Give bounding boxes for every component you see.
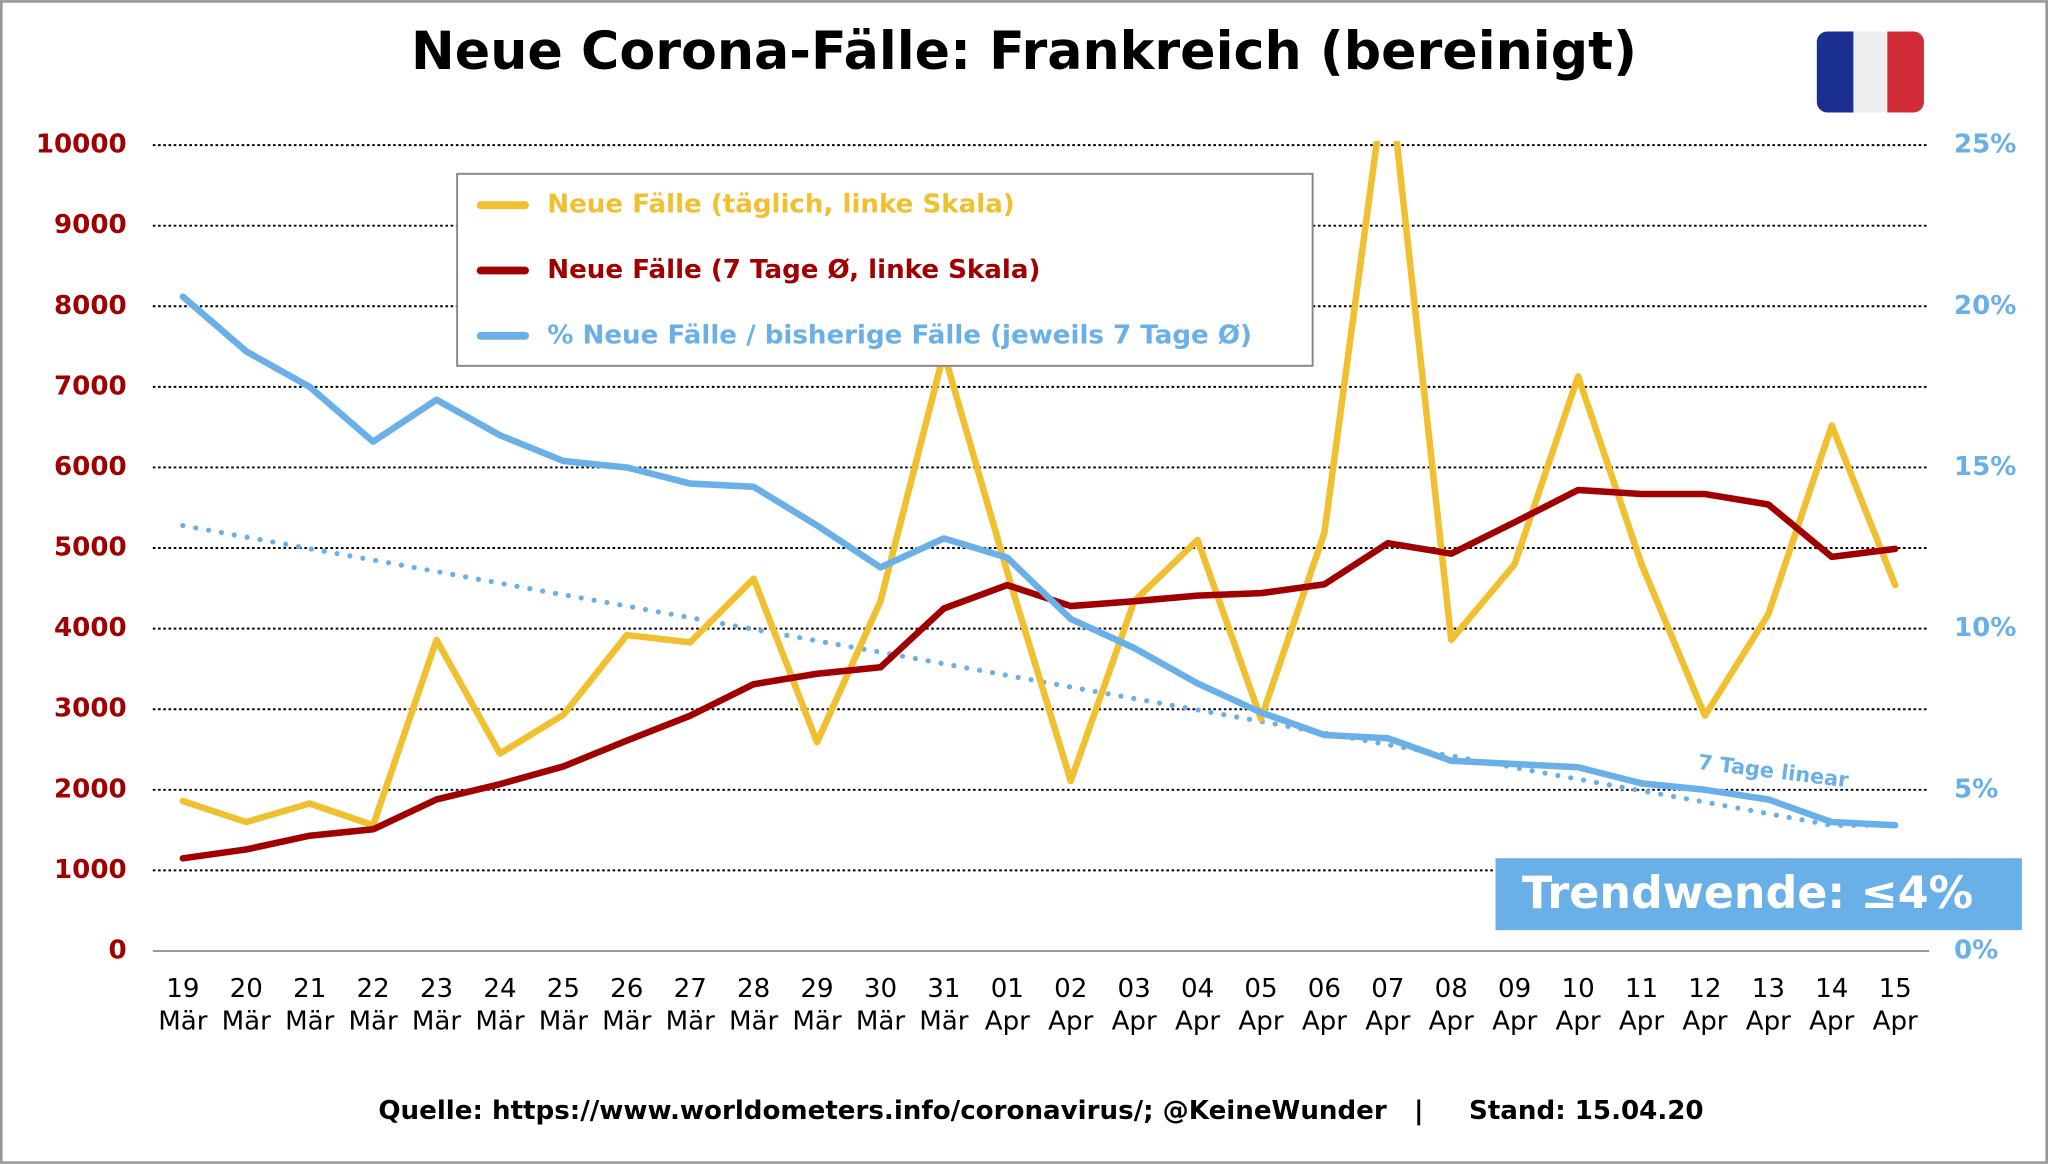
y-tick-label: 0 [109,935,127,965]
x-tick-label: 31 Mär [919,973,969,1036]
x-tick-label: 25 Mär [539,973,589,1036]
x-tick-label: 03 Apr [1112,973,1157,1036]
x-tick-label: 13 Apr [1746,973,1791,1036]
series-line [179,141,1899,829]
flag [1816,31,1924,113]
y-tick-label: 5000 [54,533,127,563]
y-tick-label: 10000 [36,130,127,160]
x-tick-label: 06 Apr [1302,973,1347,1036]
series-line [179,486,1899,862]
x-tick-label: 10 Apr [1556,973,1601,1036]
y-tick-label: 4000 [54,613,127,643]
x-tick-label: 02 Apr [1048,973,1093,1036]
y2-tick-label: 20% [1954,291,2017,321]
x-tick-label: 29 Mär [792,973,842,1036]
x-tick-label: 09 Apr [1492,973,1537,1036]
x-tick-label: 23 Mär [412,973,462,1036]
x-tick-label: 08 Apr [1429,973,1474,1036]
legend-box [456,172,1314,367]
y2-tick-label: 15% [1954,452,2017,482]
x-tick-label: 27 Mär [666,973,716,1036]
y-tick-label: 9000 [54,210,127,240]
plot-area [179,141,1899,862]
y2-tick-label: 25% [1954,130,2017,160]
series-line [180,522,1898,828]
x-tick-label: 05 Apr [1238,973,1283,1036]
legend-label: Neue Fälle (täglich, linke Skala) [547,190,1015,220]
x-tick-label: 14 Apr [1809,973,1854,1036]
y-tick-label: 6000 [54,452,127,482]
y2-tick-label: 5% [1954,774,1998,804]
series-line [179,293,1899,829]
x-tick-label: 20 Mär [222,973,272,1036]
x-tick-label: 24 Mär [475,973,525,1036]
x-tick-label: 26 Mär [602,973,652,1036]
y-tick-label: 1000 [54,855,127,885]
x-tick-label: 07 Apr [1365,973,1410,1036]
y-tick-label: 2000 [54,774,127,804]
legend-label: % Neue Fälle / bisherige Fälle (jeweils … [547,320,1252,350]
source: Quelle: https://www.worldometers.info/co… [378,1096,1703,1126]
y2-tick-label: 10% [1954,613,2017,643]
legend-label: Neue Fälle (7 Tage Ø, linke Skala) [547,255,1040,285]
x-tick-label: 22 Mär [348,973,398,1036]
x-tick-label: 30 Mär [856,973,906,1036]
x-tick-label: 15 Apr [1873,973,1918,1036]
y-tick-label: 7000 [54,371,127,401]
x-tick-label: 01 Apr [985,973,1030,1036]
x-tick-label: 21 Mär [285,973,335,1036]
x-tick-label: 04 Apr [1175,973,1220,1036]
y-tick-label: 3000 [54,694,127,724]
annotation-box [1495,858,2022,931]
chart-title: Neue Corona-Fälle: Frankreich (bereinigt… [411,22,1637,82]
y-tick-label: 8000 [54,291,127,321]
x-tick-label: 19 Mär [158,973,208,1036]
y2-tick-label: 0% [1954,935,1998,965]
x-tick-label: 11 Apr [1619,973,1664,1036]
x-tick-label: 12 Apr [1682,973,1727,1036]
annotation: Trendwende: ≤4% [1522,868,1973,919]
x-tick-label: 28 Mär [729,973,779,1036]
